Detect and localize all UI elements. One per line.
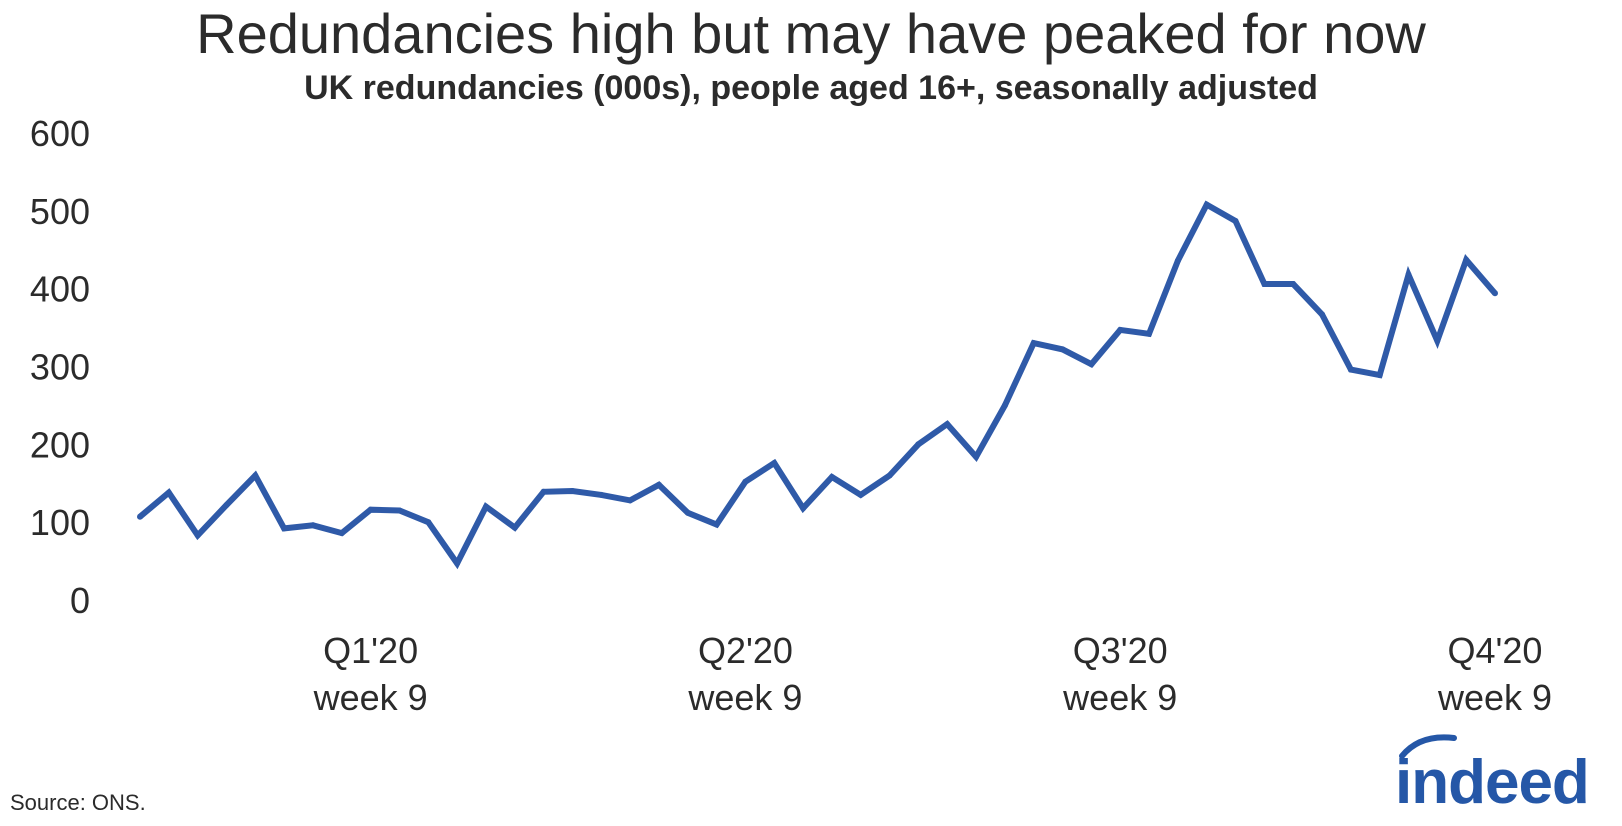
y-tick-label: 300 bbox=[30, 347, 90, 388]
data-point bbox=[194, 532, 201, 539]
data-point bbox=[915, 441, 922, 448]
data-point bbox=[165, 489, 172, 496]
data-point bbox=[627, 497, 634, 504]
data-point bbox=[252, 472, 259, 479]
x-tick-label: week 9 bbox=[313, 677, 428, 718]
y-tick-label: 500 bbox=[30, 191, 90, 232]
data-point bbox=[1117, 326, 1124, 333]
data-point bbox=[886, 472, 893, 479]
chart-subtitle: UK redundancies (000s), people aged 16+,… bbox=[304, 69, 1318, 107]
data-point bbox=[1174, 257, 1181, 264]
x-tick-label: week 9 bbox=[1437, 677, 1552, 718]
y-tick-label: 100 bbox=[30, 502, 90, 543]
data-point bbox=[684, 509, 691, 516]
y-tick-label: 600 bbox=[30, 113, 90, 154]
data-point bbox=[223, 502, 230, 508]
data-point bbox=[338, 530, 345, 537]
x-tick-label: Q3'20 bbox=[1073, 630, 1168, 671]
data-point bbox=[1347, 366, 1354, 373]
data-point bbox=[137, 513, 143, 520]
data-point bbox=[367, 506, 374, 513]
x-tick-label: week 9 bbox=[1062, 677, 1177, 718]
indeed-logo: indeed bbox=[1395, 748, 1590, 817]
data-point bbox=[800, 505, 807, 512]
data-point bbox=[1030, 340, 1037, 347]
data-point bbox=[1376, 372, 1383, 379]
data-point bbox=[944, 421, 951, 428]
data-point bbox=[1059, 346, 1066, 353]
data-point bbox=[454, 560, 461, 567]
data-point bbox=[1463, 256, 1470, 263]
x-axis: Q1'20 week 9 Q2'20 week 9 Q3'20 week 9 Q4'20 we… bbox=[313, 630, 1552, 718]
data-point bbox=[569, 488, 576, 494]
chart-title: Redundancies high but may have peaked fo… bbox=[196, 2, 1426, 65]
x-tick-label: Q1'20 bbox=[323, 630, 418, 671]
logo-arc-icon bbox=[1399, 734, 1457, 759]
data-point bbox=[828, 474, 835, 480]
data-point bbox=[281, 525, 288, 532]
data-point bbox=[1290, 281, 1297, 287]
y-tick-label: 400 bbox=[30, 269, 90, 310]
series-line bbox=[138, 200, 1498, 570]
series-group bbox=[137, 200, 1498, 570]
data-point bbox=[1261, 281, 1268, 287]
data-point bbox=[483, 503, 489, 510]
data-point bbox=[1434, 337, 1441, 344]
data-point bbox=[742, 478, 749, 485]
data-point bbox=[1319, 311, 1325, 318]
data-point bbox=[540, 488, 547, 495]
y-tick-label: 0 bbox=[70, 580, 90, 621]
x-tick-label: Q2'20 bbox=[698, 630, 793, 671]
data-point bbox=[1088, 361, 1095, 368]
data-point bbox=[396, 507, 403, 514]
data-point bbox=[425, 519, 432, 526]
data-point bbox=[1492, 290, 1498, 297]
data-point bbox=[857, 491, 864, 498]
data-point bbox=[1146, 330, 1152, 337]
source-note: Source: ONS. bbox=[10, 790, 146, 815]
y-tick-label: 200 bbox=[30, 424, 90, 465]
data-point bbox=[1001, 402, 1008, 409]
line-chart: 0 100 200 300 400 500 600 Q1'20 week 9 Q2'20 week… bbox=[30, 113, 1552, 718]
data-point bbox=[1232, 218, 1239, 224]
data-point bbox=[655, 481, 662, 488]
data-point bbox=[598, 491, 605, 498]
data-point bbox=[1203, 201, 1210, 208]
data-point bbox=[1405, 271, 1412, 278]
y-axis: 0 100 200 300 400 500 600 bbox=[30, 113, 90, 621]
data-point bbox=[973, 453, 980, 460]
data-point bbox=[511, 524, 518, 531]
data-point bbox=[310, 522, 316, 529]
x-tick-label: Q4'20 bbox=[1448, 630, 1543, 671]
x-tick-label: week 9 bbox=[687, 677, 802, 718]
data-point bbox=[713, 521, 720, 528]
data-point bbox=[771, 460, 778, 466]
